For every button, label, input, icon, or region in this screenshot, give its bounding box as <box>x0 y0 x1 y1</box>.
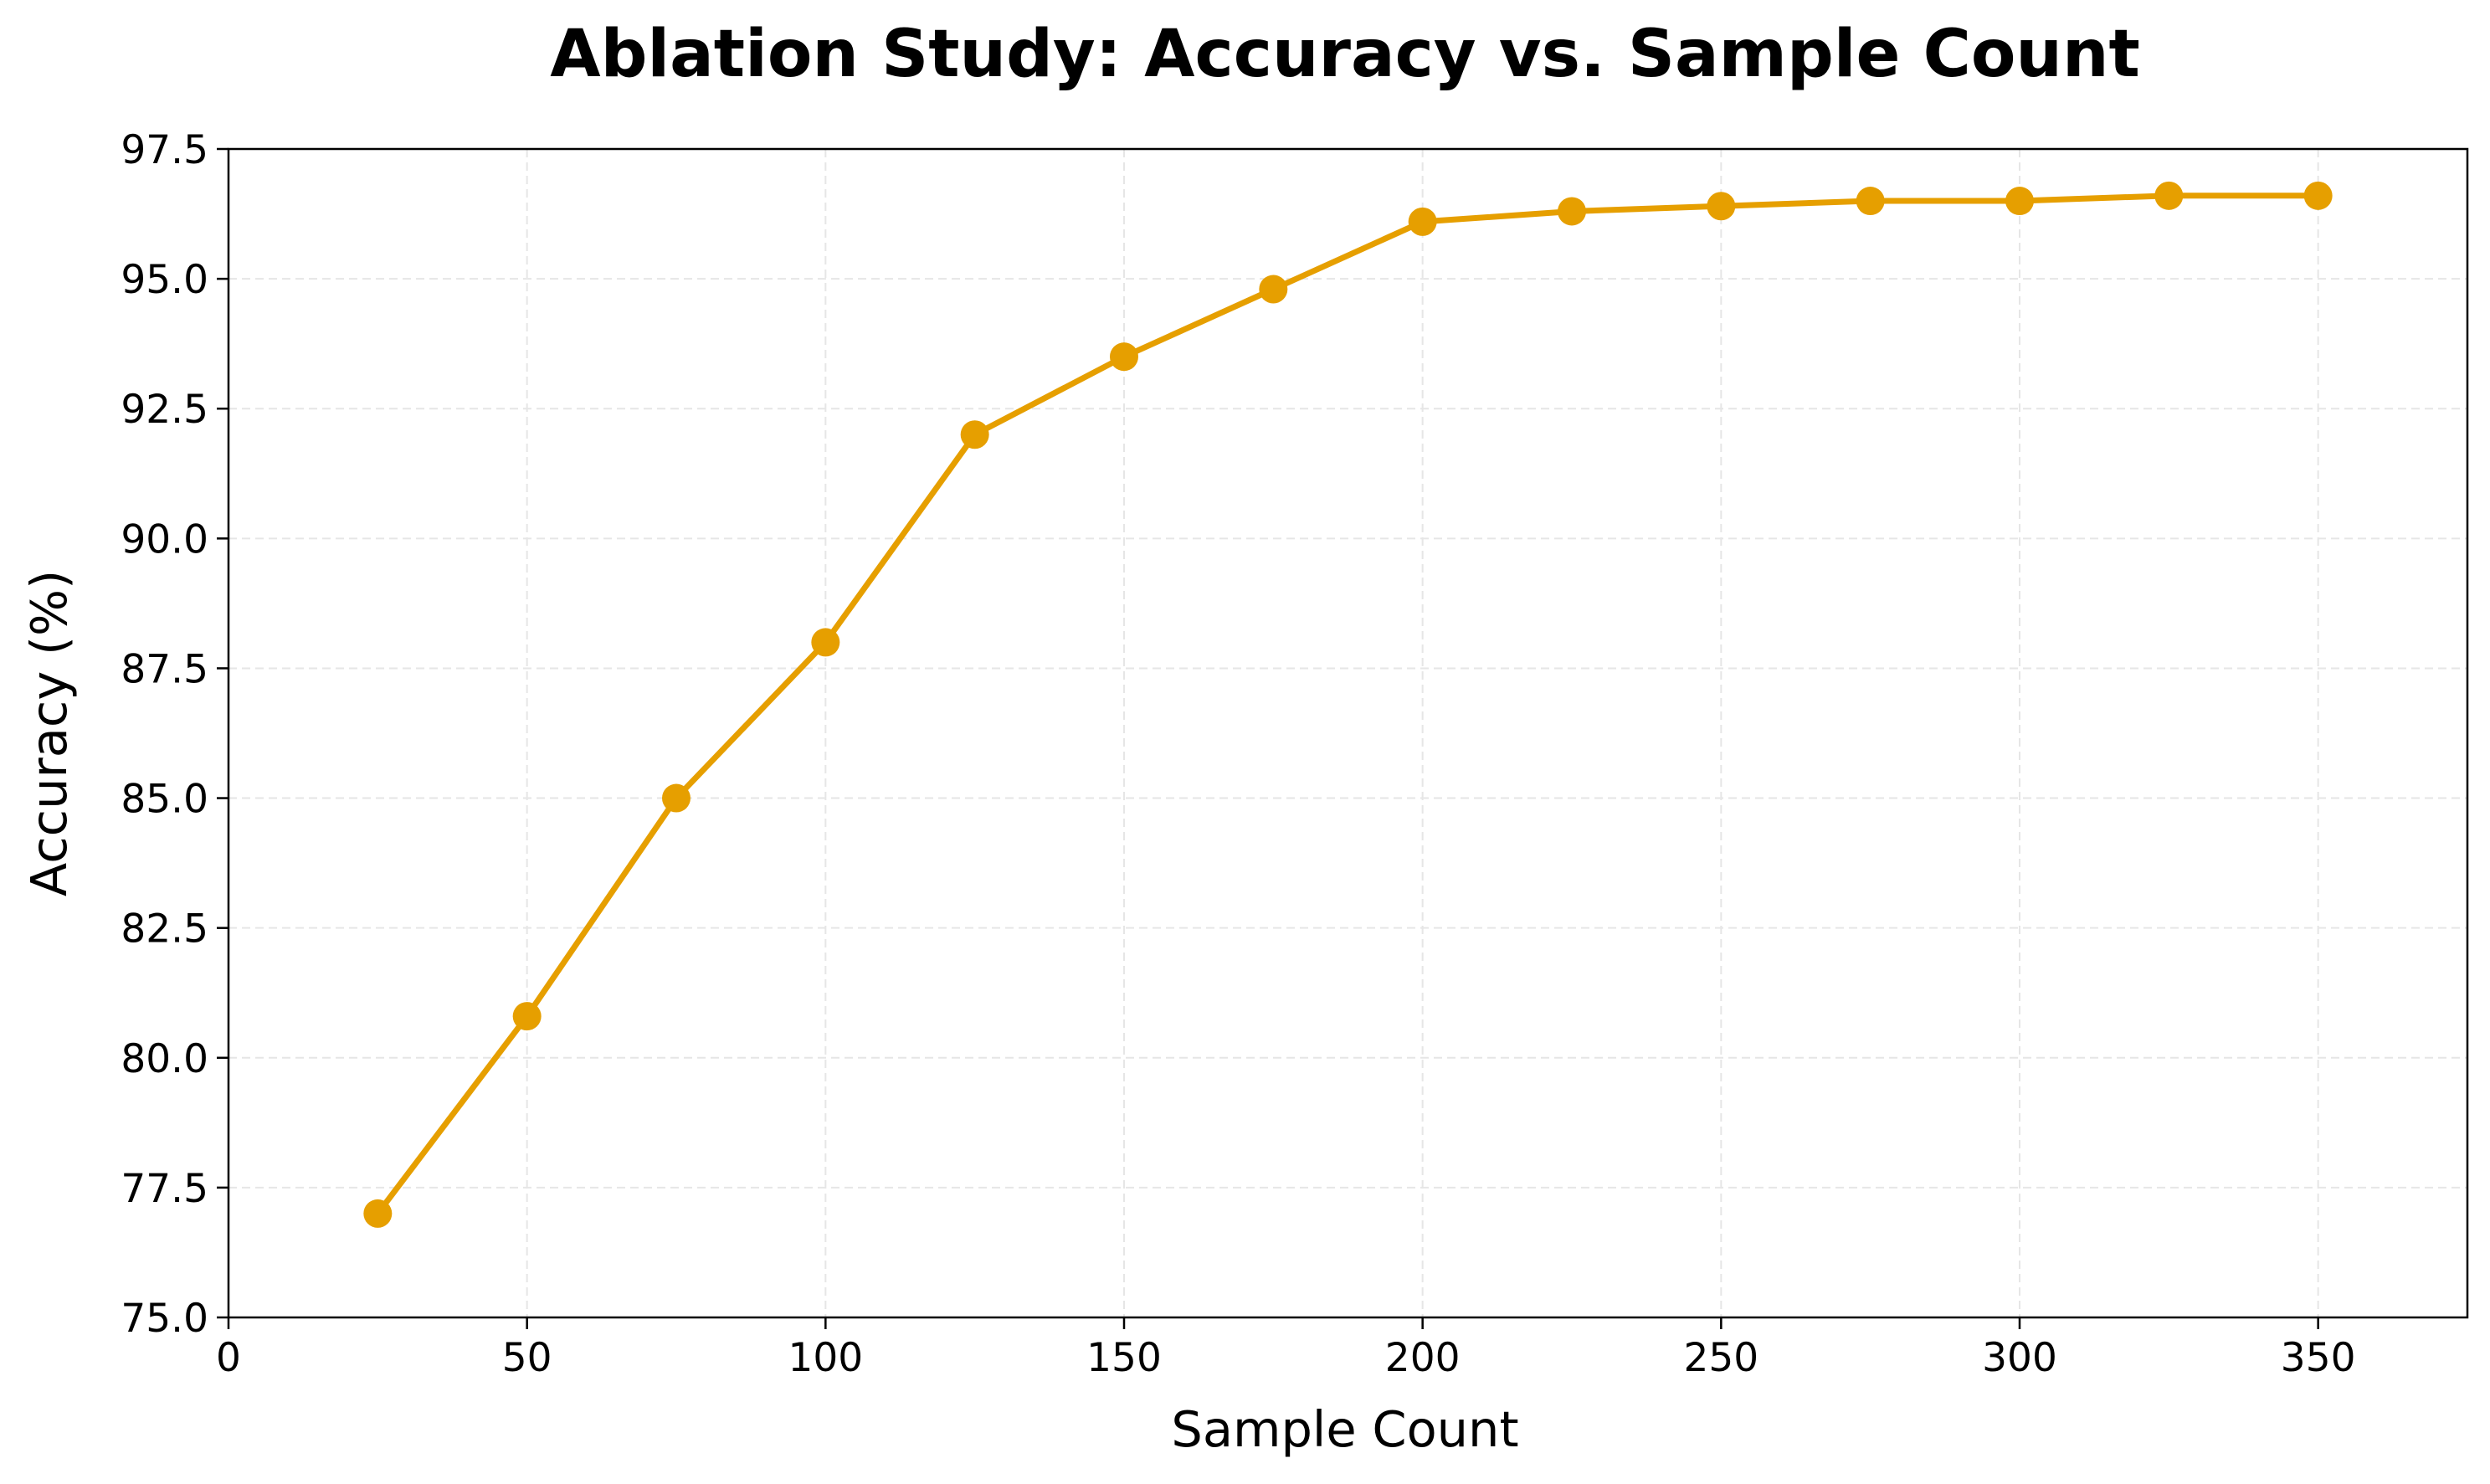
data-point <box>960 420 989 449</box>
y-tick-label: 75.0 <box>121 1296 208 1342</box>
x-tick-label: 300 <box>1982 1335 2057 1381</box>
data-point <box>1856 187 1885 216</box>
x-tick-label: 200 <box>1385 1335 1461 1381</box>
y-tick-label: 97.5 <box>121 127 208 173</box>
data-point <box>2303 181 2333 210</box>
grid <box>228 149 2467 1317</box>
x-tick-label: 250 <box>1683 1335 1758 1381</box>
data-point <box>2005 187 2034 216</box>
data-point <box>1558 197 1586 226</box>
x-axis: 0 50 100 150 200 250 300 350 <box>216 1317 2356 1381</box>
y-axis: 75.0 77.5 80.0 82.5 85.0 87.5 90.0 92.5 95.0 97.5 <box>121 127 228 1342</box>
y-tick-label: 92.5 <box>121 387 208 433</box>
y-tick-label: 85.0 <box>121 777 208 823</box>
data-point <box>811 628 840 657</box>
x-tick-label: 100 <box>788 1335 863 1381</box>
x-tick-label: 350 <box>2281 1335 2356 1381</box>
x-tick-label: 50 <box>502 1335 552 1381</box>
data-point <box>512 1002 542 1031</box>
x-tick-label: 150 <box>1086 1335 1162 1381</box>
y-tick-label: 80.0 <box>121 1036 208 1082</box>
data-point <box>363 1199 393 1228</box>
data-points <box>363 181 2333 1228</box>
data-point <box>1259 275 1288 304</box>
chart-title: Ablation Study: Accuracy vs. Sample Coun… <box>550 17 2140 92</box>
y-tick-label: 90.0 <box>121 516 208 562</box>
y-axis-label: Accuracy (%) <box>20 570 78 896</box>
data-point <box>1707 192 1736 221</box>
y-tick-label: 87.5 <box>121 646 208 692</box>
series-line-layer <box>374 193 2322 1217</box>
x-axis-label: Sample Count <box>1171 1400 1518 1458</box>
y-tick-label: 95.0 <box>121 257 208 303</box>
x-tick-label: 0 <box>216 1335 241 1381</box>
y-tick-label: 77.5 <box>121 1166 208 1212</box>
data-point <box>2154 181 2184 210</box>
data-point <box>1408 207 1437 236</box>
plot-frame <box>227 147 2469 1319</box>
data-point <box>662 783 691 813</box>
data-point <box>1110 342 1138 372</box>
series-line <box>374 193 2322 1217</box>
y-tick-label: 82.5 <box>121 906 208 953</box>
